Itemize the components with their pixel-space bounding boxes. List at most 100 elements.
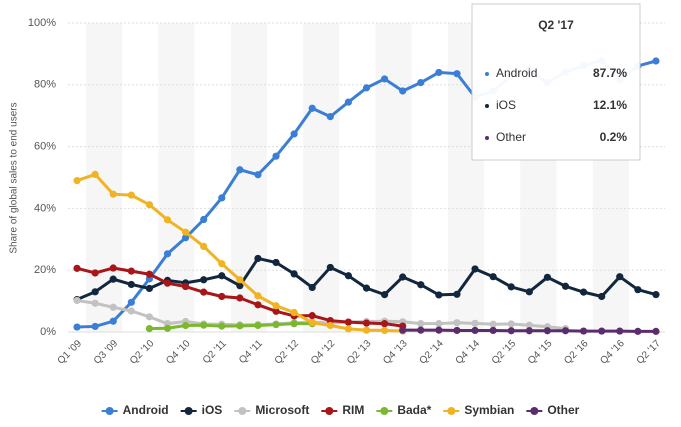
x-tick-label: Q2 '15: [490, 338, 519, 367]
point: [218, 260, 226, 268]
point: [91, 170, 99, 179]
series-line: [76, 298, 566, 331]
point: [579, 288, 588, 296]
point: [254, 254, 262, 263]
point: [453, 290, 461, 298]
legend-label: Other: [547, 403, 579, 417]
tooltip-box: [471, 3, 641, 161]
x-tick-label: Q2 '10: [128, 338, 157, 367]
point: [453, 326, 461, 335]
point: [109, 275, 117, 283]
legend-item: Other: [526, 403, 580, 417]
x-tick-label: Q4 '10: [164, 338, 193, 367]
point: [525, 327, 533, 335]
point: [634, 327, 642, 335]
point: [272, 152, 280, 160]
legend-label: RIM: [342, 403, 364, 417]
tooltip-name: Other: [496, 130, 526, 144]
legend-item: Symbian: [443, 403, 514, 417]
x-tick-label: Q1 '09: [56, 338, 85, 367]
point: [489, 320, 497, 328]
tooltip-dot: [485, 104, 489, 108]
point: [127, 191, 135, 199]
legend-item: Bada*: [376, 403, 432, 417]
point: [308, 319, 316, 327]
point: [561, 282, 570, 290]
point: [109, 190, 117, 198]
point: [525, 321, 533, 329]
x-tick-label: Q4 '13: [381, 338, 410, 367]
point: [218, 194, 226, 202]
point: [380, 320, 389, 328]
point: [652, 57, 660, 65]
tooltip-name: iOS: [496, 98, 516, 112]
x-tick-label: Q4 '11: [237, 338, 265, 366]
legend-item: iOS: [180, 403, 223, 417]
legend-item: RIM: [321, 403, 364, 417]
point: [634, 286, 642, 294]
point: [145, 270, 154, 278]
point: [507, 320, 515, 328]
point: [272, 307, 280, 315]
x-tick-label: Q2 '16: [562, 338, 591, 367]
point: [236, 322, 244, 330]
point: [543, 327, 552, 335]
point: [453, 70, 461, 78]
point: [272, 320, 280, 329]
point: [163, 250, 172, 258]
band: [375, 23, 412, 332]
point: [218, 322, 226, 330]
x-tick-label: Q2 '13: [345, 338, 374, 367]
point: [91, 299, 99, 307]
point: [127, 298, 135, 306]
tooltip-title: Q2 '17: [538, 18, 574, 32]
x-tick-label: Q4 '16: [598, 338, 627, 367]
point: [127, 267, 135, 275]
point: [489, 273, 497, 281]
point: [525, 288, 533, 296]
point: [145, 284, 154, 293]
point: [91, 288, 99, 296]
point: [200, 321, 208, 329]
point: [362, 326, 371, 334]
tooltip-value: 12.1%: [593, 98, 627, 112]
point: [290, 130, 298, 138]
point: [344, 318, 353, 326]
legend-label: iOS: [202, 403, 223, 417]
point: [200, 215, 208, 224]
point: [181, 282, 190, 291]
tooltip: Q2 '17 Android 87.7% iOS 12.1% Other 0.2%: [471, 3, 641, 161]
point: [272, 258, 280, 267]
y-tick-label: 40%: [34, 202, 56, 214]
point: [598, 327, 606, 335]
point: [399, 87, 407, 95]
point: [344, 98, 353, 106]
point: [109, 303, 117, 311]
point: [417, 320, 425, 328]
point: [308, 312, 316, 320]
point: [163, 279, 172, 287]
legend-swatch-dot: [380, 407, 389, 415]
y-tick-label: 60%: [34, 141, 56, 153]
point: [127, 280, 135, 289]
point: [109, 317, 117, 325]
point: [73, 176, 81, 185]
x-tick-label: Q2 '12: [273, 338, 302, 367]
point: [308, 104, 316, 112]
point: [579, 327, 588, 335]
x-tick-label: Q2 '14: [417, 338, 446, 367]
point: [380, 291, 389, 299]
point: [200, 288, 208, 296]
legend: Android iOS Microsoft RIM Bada* Symbian Other: [101, 403, 580, 417]
point: [200, 242, 208, 251]
x-tick-label: Q2 '17: [635, 338, 664, 367]
point: [181, 321, 190, 330]
point: [218, 272, 226, 280]
point: [616, 327, 624, 335]
point: [73, 296, 81, 305]
point: [91, 322, 99, 331]
point: [236, 276, 244, 284]
point: [326, 316, 334, 325]
point: [543, 273, 552, 281]
point: [254, 292, 262, 300]
